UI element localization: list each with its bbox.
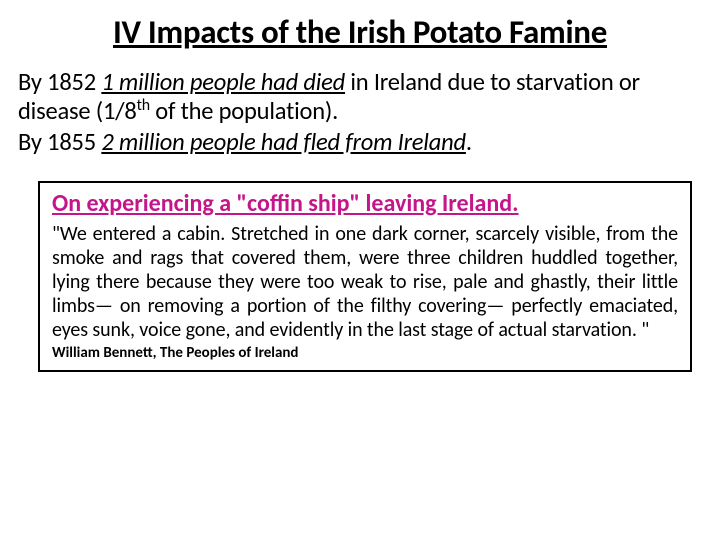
paragraph-1: By 1852 1 million people had died in Ire…	[18, 68, 702, 126]
quote-heading: On experiencing a "coffin ship" leaving …	[52, 189, 678, 218]
para1-superscript: th	[137, 96, 150, 115]
para2-tail: .	[466, 127, 472, 157]
quote-box: On experiencing a "coffin ship" leaving …	[38, 181, 692, 372]
para1-lead: By 1852	[18, 67, 101, 97]
para2-emphasis: 2 million people had fled from Ireland	[101, 127, 466, 157]
page-title: IV Impacts of the Irish Potato Famine	[18, 12, 702, 52]
quote-citation: William Bennett, The Peoples of Ireland	[52, 344, 678, 362]
para1-emphasis: 1 million people had died	[101, 67, 345, 97]
paragraph-2: By 1855 2 million people had fled from I…	[18, 128, 702, 157]
para2-lead: By 1855	[18, 127, 101, 157]
para1-tail: of the population).	[150, 96, 338, 126]
quote-body: "We entered a cabin. Stretched in one da…	[52, 222, 678, 342]
